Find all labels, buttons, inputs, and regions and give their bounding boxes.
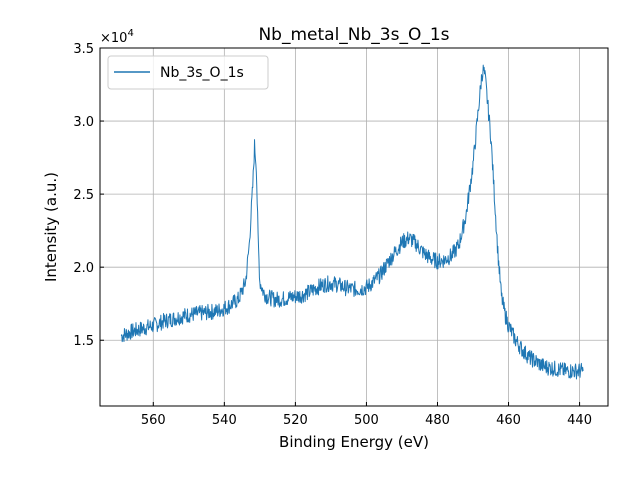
y-offset-label: ×104 <box>100 28 134 46</box>
y-tick-label: 3.5 <box>73 42 94 57</box>
y-tick-label: 1.5 <box>73 334 94 349</box>
legend: Nb_3s_O_1s <box>107 55 269 90</box>
x-tick-label: 500 <box>354 413 379 428</box>
y-axis-label: Intensity (a.u.) <box>42 172 60 282</box>
legend-entry-label: Nb_3s_O_1s <box>160 65 244 81</box>
legend-box <box>107 55 269 90</box>
x-tick-label: 540 <box>212 413 237 428</box>
x-tick-label: 520 <box>283 413 308 428</box>
chart-title: Nb_metal_Nb_3s_O_1s <box>258 25 449 45</box>
y-offset-exponent: 4 <box>127 28 133 39</box>
plot-frame <box>99 47 609 407</box>
x-tick-label: 480 <box>425 413 450 428</box>
x-tick-label: 560 <box>141 413 166 428</box>
series-layer <box>120 64 584 380</box>
tick-layer: 560 540 520 500 480 460 440 1.5 2.0 2.5 3.0 3.5 <box>73 42 592 428</box>
x-tick-label: 460 <box>496 413 521 428</box>
y-offset-base: ×10 <box>100 31 127 46</box>
y-tick-label: 2.5 <box>73 188 94 203</box>
series-line-nb-3s-o-1s <box>120 64 584 380</box>
y-tick-label: 3.0 <box>73 115 94 130</box>
y-tick-label: 2.0 <box>73 261 94 276</box>
x-axis-label: Binding Energy (eV) <box>279 433 429 451</box>
x-tick-label: 440 <box>567 413 592 428</box>
